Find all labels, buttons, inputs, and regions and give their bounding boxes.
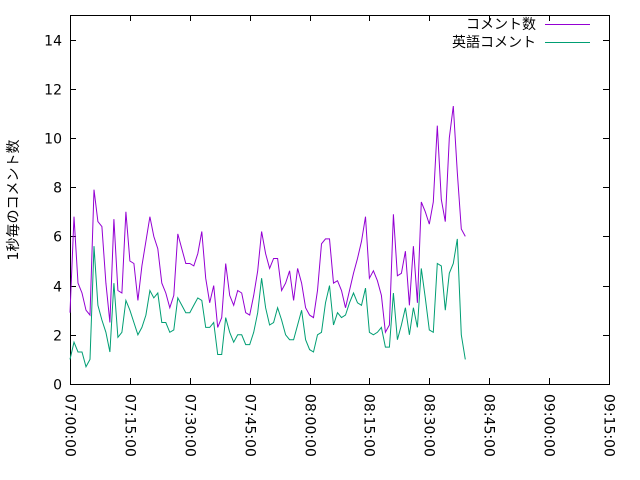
x-tick-label: 08:30:00 xyxy=(421,394,437,457)
series-line-2 xyxy=(69,238,466,369)
x-tick-label: 08:00:00 xyxy=(302,394,318,457)
legend-label: コメント数 xyxy=(466,17,536,33)
x-tick-label: 08:45:00 xyxy=(481,394,497,457)
legend-label: 英語コメント xyxy=(452,34,536,51)
y-tick-label: 8 xyxy=(53,181,62,197)
y-axis-label: 1秒毎のコメント数 xyxy=(6,140,22,261)
y-tick-label: 14 xyxy=(44,34,62,50)
series-line-1 xyxy=(69,105,466,334)
y-tick-label: 6 xyxy=(53,230,62,246)
x-tick-label: 08:15:00 xyxy=(361,394,377,457)
x-tick-label: 07:00:00 xyxy=(62,394,78,457)
y-tick-label: 10 xyxy=(44,132,62,148)
x-tick-label: 07:30:00 xyxy=(182,394,198,457)
y-tick-label: 0 xyxy=(53,378,62,394)
y-tick-label: 12 xyxy=(44,83,62,99)
y-tick-label: 2 xyxy=(53,329,62,345)
x-tick-label: 09:15:00 xyxy=(601,394,617,457)
plot-frame xyxy=(70,15,610,385)
x-tick-label: 07:45:00 xyxy=(242,394,258,457)
x-tick-label: 09:00:00 xyxy=(541,394,557,457)
y-tick-label: 4 xyxy=(53,280,62,296)
x-tick-label: 07:15:00 xyxy=(122,394,138,457)
